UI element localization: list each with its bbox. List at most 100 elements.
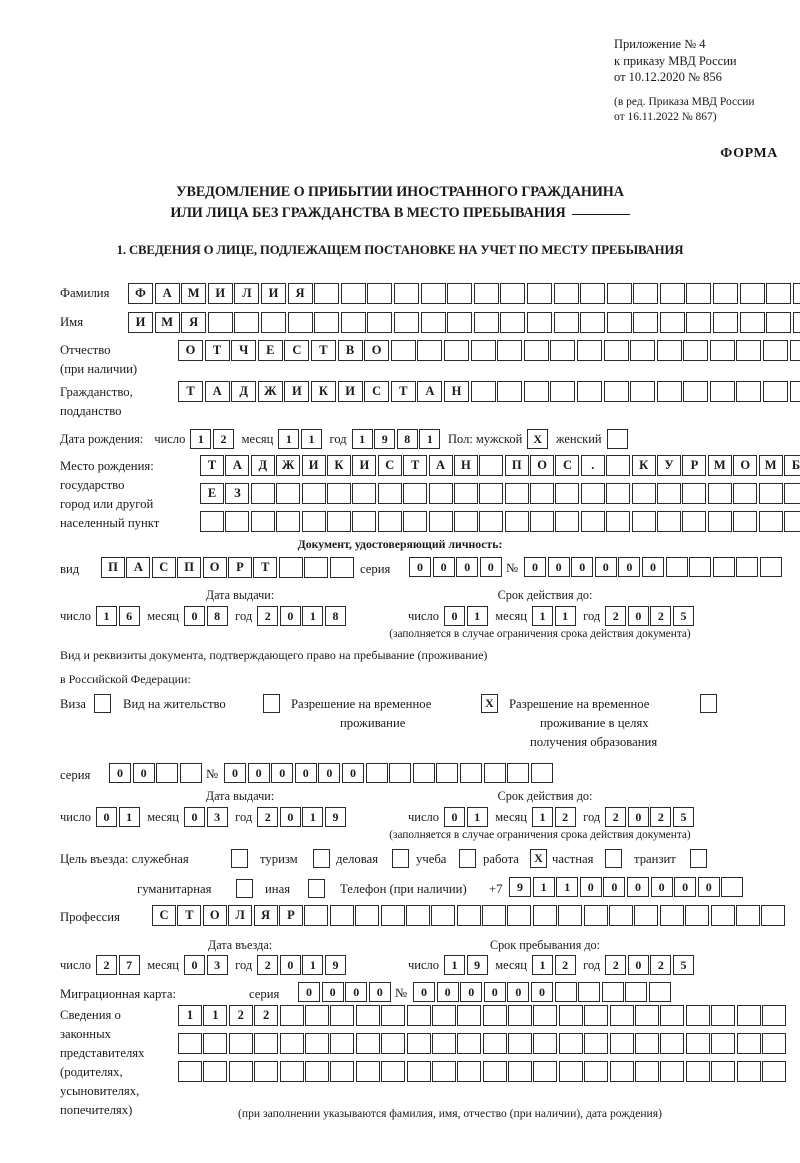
birthplace-row-1-cell-18[interactable]: К xyxy=(631,455,656,476)
birthplace-row-1-cell-2[interactable]: А xyxy=(225,455,250,476)
birth-year-cell-4[interactable]: 1 xyxy=(419,429,441,449)
doc-kind-cell-8[interactable] xyxy=(278,557,303,578)
doc-valid-year-cell-4[interactable]: 5 xyxy=(673,606,695,626)
legal-rep-row-2-cell-20[interactable] xyxy=(660,1033,685,1054)
entry-day-cell-2[interactable]: 7 xyxy=(118,955,140,975)
phone-cell-5[interactable]: 0 xyxy=(603,877,626,897)
surname-cell-26[interactable] xyxy=(792,283,800,304)
surname-cell-16[interactable] xyxy=(526,283,552,304)
legal-rep-row-2-cell-5[interactable] xyxy=(279,1033,304,1054)
permit-valid-month-cell-1[interactable]: 1 xyxy=(531,807,553,827)
surname-cell-9[interactable] xyxy=(340,283,366,304)
surname-cell-15[interactable] xyxy=(500,283,526,304)
doc-issue-month-cell-2[interactable]: 8 xyxy=(206,606,228,626)
firstname-cell-15[interactable] xyxy=(500,312,526,333)
birthplace-row-2-cell-8[interactable] xyxy=(377,483,402,504)
legal-rep-row-1-cell-16[interactable] xyxy=(558,1005,583,1026)
phone-cell-3[interactable]: 1 xyxy=(556,877,579,897)
permit-issue-day-cell-1[interactable]: 0 xyxy=(96,807,118,827)
birthplace-row-1-cell-11[interactable]: Н xyxy=(453,455,478,476)
birthplace-row-3-cell-19[interactable] xyxy=(657,511,682,532)
birthplace-row-2-cell-20[interactable] xyxy=(682,483,707,504)
profession-cell-8[interactable] xyxy=(329,905,354,926)
doc-kind-cell-6[interactable]: Р xyxy=(227,557,252,578)
permit-issue-date-group[interactable]: число 0 1 месяц 0 3 год 2 0 1 9 xyxy=(60,807,348,827)
firstname-cell-14[interactable] xyxy=(473,312,499,333)
birthplace-row-1-cell-8[interactable]: С xyxy=(377,455,402,476)
doc-valid-day-cell-2[interactable]: 1 xyxy=(466,606,488,626)
migration-number-cell-5[interactable]: 0 xyxy=(507,982,530,1002)
birthplace-row-1-cell-22[interactable]: О xyxy=(733,455,758,476)
legal-rep-row-3-cell-8[interactable] xyxy=(355,1061,380,1082)
citizenship-cell-22[interactable] xyxy=(736,381,762,402)
profession-cell-12[interactable] xyxy=(431,905,456,926)
firstname-cell-3[interactable]: Я xyxy=(181,312,207,333)
profession-cell-15[interactable] xyxy=(507,905,532,926)
birthplace-row-2-cell-15[interactable] xyxy=(555,483,580,504)
birthdate-group[interactable]: Дата рождения: число 1 2 месяц 1 1 год 1… xyxy=(60,429,629,449)
permit-valid-year-cell-2[interactable]: 0 xyxy=(627,807,649,827)
legal-rep-row-1-cell-12[interactable] xyxy=(457,1005,482,1026)
patronymic-cell-22[interactable] xyxy=(736,340,762,361)
doc-number-cell-11[interactable] xyxy=(759,557,782,577)
permit-series-cell-1[interactable]: 0 xyxy=(109,763,131,783)
permit-number-cell-2[interactable]: 0 xyxy=(247,763,270,783)
patronymic-cell-1[interactable]: О xyxy=(178,340,203,361)
firstname-cell-19[interactable] xyxy=(606,312,632,333)
birthplace-row-1-cell-3[interactable]: Д xyxy=(250,455,275,476)
firstname-cell-8[interactable] xyxy=(314,312,340,333)
doc-issue-day-cell-2[interactable]: 6 xyxy=(118,606,140,626)
legal-rep-row-2-cell-14[interactable] xyxy=(508,1033,533,1054)
legal-rep-row-3-cell-9[interactable] xyxy=(381,1061,406,1082)
doc-number-cell-7[interactable] xyxy=(665,557,688,577)
permit-issue-month-cell-1[interactable]: 0 xyxy=(183,807,205,827)
legal-rep-row-1-cell-11[interactable] xyxy=(431,1005,456,1026)
doc-kind-cell-7[interactable]: Т xyxy=(253,557,278,578)
birthplace-row-2-cell-9[interactable] xyxy=(403,483,428,504)
legal-rep-row-3-cell-12[interactable] xyxy=(457,1061,482,1082)
legal-rep-row-3-cell-23[interactable] xyxy=(736,1061,761,1082)
birthplace-row-2-cell-24[interactable] xyxy=(783,483,800,504)
surname-cell-18[interactable] xyxy=(580,283,606,304)
entry-year-cell-3[interactable]: 1 xyxy=(302,955,324,975)
birthplace-row-1-cell-1[interactable]: Т xyxy=(200,455,224,476)
profession-cell-14[interactable] xyxy=(482,905,507,926)
birthplace-row-2-cell-13[interactable] xyxy=(504,483,529,504)
birthplace-row-1-cell-19[interactable]: У xyxy=(657,455,682,476)
birthplace-row-1-cell-9[interactable]: Т xyxy=(403,455,428,476)
legal-rep-row-2-cell-7[interactable] xyxy=(330,1033,355,1054)
surname-cell-10[interactable] xyxy=(367,283,393,304)
birthplace-row-3-cell-5[interactable] xyxy=(301,511,326,532)
migration-number-cell-9[interactable] xyxy=(601,982,624,1002)
legal-rep-row-3-cell-6[interactable] xyxy=(304,1061,329,1082)
profession-cell-2[interactable]: Т xyxy=(177,905,202,926)
patronymic-cell-24[interactable] xyxy=(789,340,800,361)
birthplace-row-2-cell-16[interactable] xyxy=(580,483,605,504)
permit-number-cell-5[interactable]: 0 xyxy=(318,763,341,783)
citizenship-cell-9[interactable]: Т xyxy=(390,381,416,402)
birthplace-row-2-cell-14[interactable] xyxy=(530,483,555,504)
entry-year-cell-4[interactable]: 9 xyxy=(325,955,347,975)
legal-rep-row-2-cell-17[interactable] xyxy=(584,1033,609,1054)
doc-series-cell-1[interactable]: 0 xyxy=(409,557,431,577)
legal-rep-row-1-cell-1[interactable]: 1 xyxy=(178,1005,202,1026)
permit-issue-year-cell-4[interactable]: 9 xyxy=(325,807,347,827)
phone-cell-2[interactable]: 1 xyxy=(532,877,555,897)
legal-rep-row-3-cell-24[interactable] xyxy=(761,1061,786,1082)
birthplace-row-3-cell-10[interactable] xyxy=(428,511,453,532)
legal-rep-row-1-cell-24[interactable] xyxy=(761,1005,786,1026)
permit-number-cell-1[interactable]: 0 xyxy=(224,763,246,783)
doc-valid-month-cell-2[interactable]: 1 xyxy=(554,606,576,626)
birthplace-row-2-cell-22[interactable] xyxy=(733,483,758,504)
stay-day-cell-2[interactable]: 9 xyxy=(466,955,488,975)
purpose-transit-checkbox[interactable] xyxy=(690,849,707,868)
permit-issue-year-cell-2[interactable]: 0 xyxy=(279,807,301,827)
permit-valid-year-cell-1[interactable]: 2 xyxy=(605,807,627,827)
citizenship-cell-23[interactable] xyxy=(763,381,789,402)
doc-issue-date-group[interactable]: число 1 6 месяц 0 8 год 2 0 1 8 xyxy=(60,606,348,626)
firstname-cell-21[interactable] xyxy=(659,312,685,333)
profession-cell-24[interactable] xyxy=(735,905,760,926)
